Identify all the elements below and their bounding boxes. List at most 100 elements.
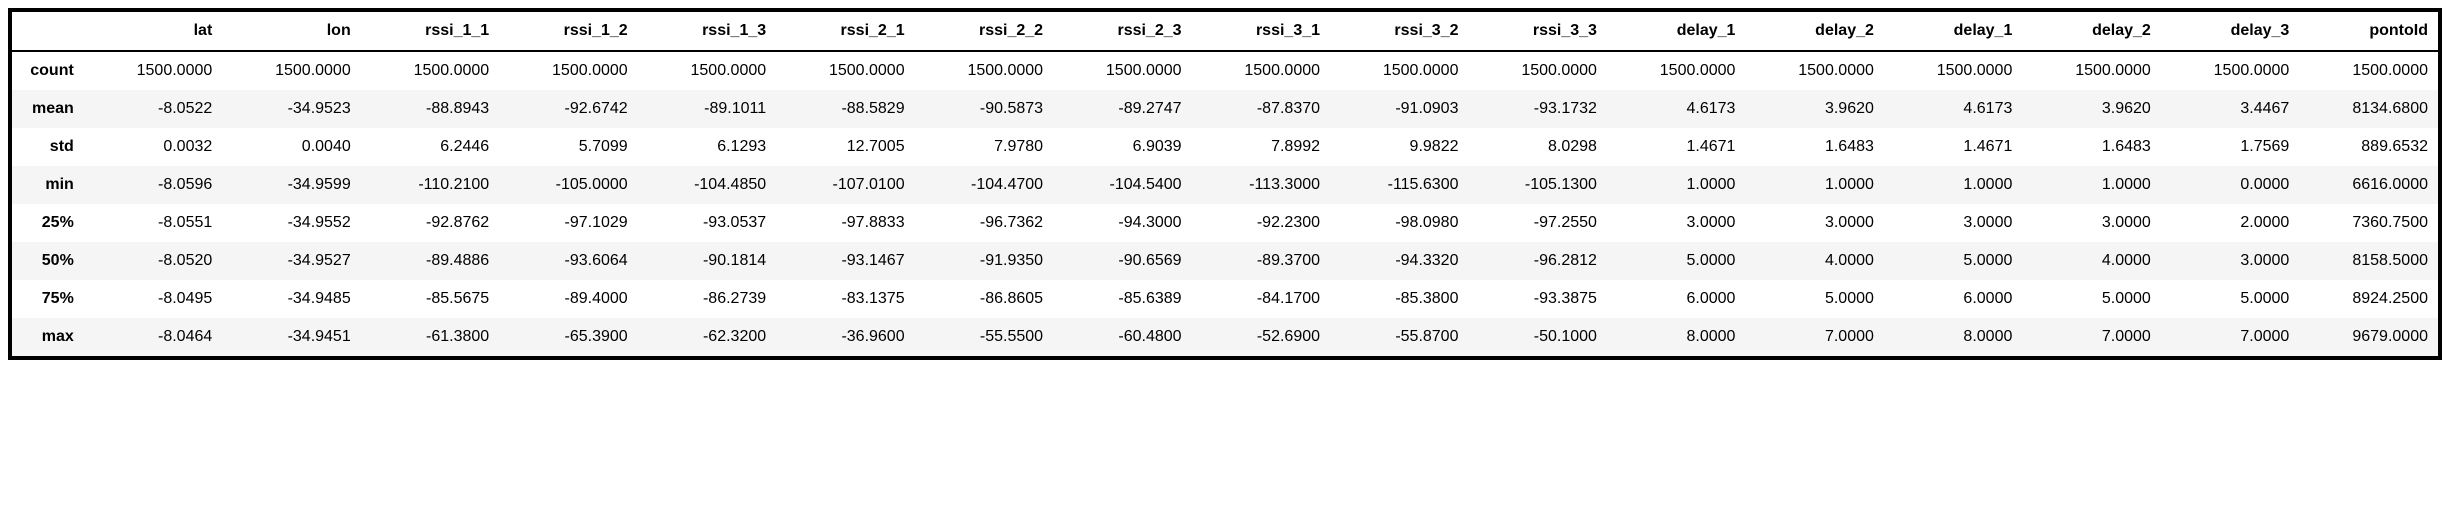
cell: -91.9350	[915, 242, 1053, 280]
cell: 1500.0000	[222, 51, 360, 90]
describe-table-frame: latlonrssi_1_1rssi_1_2rssi_1_3rssi_2_1rs…	[8, 8, 2442, 360]
cell: 0.0040	[222, 128, 360, 166]
col-header: delay_3	[2161, 12, 2299, 51]
cell: 8158.5000	[2299, 242, 2438, 280]
cell: -90.1814	[638, 242, 776, 280]
table-row: min-8.0596-34.9599-110.2100-105.0000-104…	[12, 166, 2438, 204]
cell: 8.0000	[1884, 318, 2022, 356]
cell: -93.0537	[638, 204, 776, 242]
cell: 1500.0000	[776, 51, 914, 90]
col-header: lon	[222, 12, 360, 51]
cell: -92.6742	[499, 90, 637, 128]
cell: -93.1467	[776, 242, 914, 280]
cell: -105.0000	[499, 166, 637, 204]
cell: 889.6532	[2299, 128, 2438, 166]
cell: -8.0495	[84, 280, 222, 318]
row-header: count	[12, 51, 84, 90]
cell: 1500.0000	[1330, 51, 1468, 90]
cell: 3.0000	[1745, 204, 1883, 242]
cell: -104.4700	[915, 166, 1053, 204]
cell: 3.0000	[2161, 242, 2299, 280]
cell: 6.9039	[1053, 128, 1191, 166]
row-header: min	[12, 166, 84, 204]
table-body: count1500.00001500.00001500.00001500.000…	[12, 51, 2438, 356]
cell: -92.2300	[1192, 204, 1330, 242]
col-header: rssi_2_2	[915, 12, 1053, 51]
row-header: std	[12, 128, 84, 166]
cell: 0.0032	[84, 128, 222, 166]
cell: 1.0000	[1745, 166, 1883, 204]
cell: -97.8833	[776, 204, 914, 242]
cell: 1.6483	[2022, 128, 2160, 166]
cell: -85.3800	[1330, 280, 1468, 318]
cell: 4.0000	[1745, 242, 1883, 280]
col-header: rssi_1_1	[361, 12, 499, 51]
cell: 1500.0000	[1192, 51, 1330, 90]
cell: 1500.0000	[2161, 51, 2299, 90]
cell: 3.4467	[2161, 90, 2299, 128]
cell: 8134.6800	[2299, 90, 2438, 128]
cell: 1500.0000	[2022, 51, 2160, 90]
cell: 6.0000	[1607, 280, 1745, 318]
table-row: count1500.00001500.00001500.00001500.000…	[12, 51, 2438, 90]
cell: 5.0000	[1745, 280, 1883, 318]
cell: 1.6483	[1745, 128, 1883, 166]
col-header: delay_1	[1607, 12, 1745, 51]
cell: 7.8992	[1192, 128, 1330, 166]
cell: 6616.0000	[2299, 166, 2438, 204]
cell: -93.1732	[1468, 90, 1606, 128]
cell: -94.3000	[1053, 204, 1191, 242]
table-row: 75%-8.0495-34.9485-85.5675-89.4000-86.27…	[12, 280, 2438, 318]
row-header: 50%	[12, 242, 84, 280]
row-header: max	[12, 318, 84, 356]
cell: 1500.0000	[499, 51, 637, 90]
row-header: mean	[12, 90, 84, 128]
cell: 7.9780	[915, 128, 1053, 166]
col-header: rssi_1_2	[499, 12, 637, 51]
cell: -90.6569	[1053, 242, 1191, 280]
describe-table: latlonrssi_1_1rssi_1_2rssi_1_3rssi_2_1rs…	[12, 12, 2438, 356]
cell: -85.5675	[361, 280, 499, 318]
cell: -34.9527	[222, 242, 360, 280]
cell: -60.4800	[1053, 318, 1191, 356]
cell: -88.5829	[776, 90, 914, 128]
col-header: delay_2	[2022, 12, 2160, 51]
cell: 1.0000	[1607, 166, 1745, 204]
cell: -110.2100	[361, 166, 499, 204]
cell: 1500.0000	[1468, 51, 1606, 90]
cell: -107.0100	[776, 166, 914, 204]
cell: -91.0903	[1330, 90, 1468, 128]
col-header: rssi_2_1	[776, 12, 914, 51]
cell: -89.4000	[499, 280, 637, 318]
cell: -93.6064	[499, 242, 637, 280]
cell: -89.3700	[1192, 242, 1330, 280]
cell: 3.9620	[1745, 90, 1883, 128]
cell: 2.0000	[2161, 204, 2299, 242]
cell: 1.4671	[1607, 128, 1745, 166]
cell: -34.9599	[222, 166, 360, 204]
cell: -8.0520	[84, 242, 222, 280]
cell: -55.8700	[1330, 318, 1468, 356]
cell: 1500.0000	[1053, 51, 1191, 90]
cell: -89.4886	[361, 242, 499, 280]
cell: -34.9523	[222, 90, 360, 128]
cell: -105.1300	[1468, 166, 1606, 204]
cell: -96.7362	[915, 204, 1053, 242]
cell: -55.5500	[915, 318, 1053, 356]
cell: 8.0000	[1607, 318, 1745, 356]
cell: -88.8943	[361, 90, 499, 128]
cell: 1500.0000	[915, 51, 1053, 90]
cell: 1500.0000	[361, 51, 499, 90]
cell: 3.0000	[2022, 204, 2160, 242]
col-header: rssi_3_3	[1468, 12, 1606, 51]
cell: 1500.0000	[84, 51, 222, 90]
table-row: std0.00320.00406.24465.70996.129312.7005…	[12, 128, 2438, 166]
cell: 9679.0000	[2299, 318, 2438, 356]
table-row: 25%-8.0551-34.9552-92.8762-97.1029-93.05…	[12, 204, 2438, 242]
cell: 6.2446	[361, 128, 499, 166]
cell: 3.9620	[2022, 90, 2160, 128]
col-header: rssi_3_2	[1330, 12, 1468, 51]
row-header: 25%	[12, 204, 84, 242]
cell: -89.1011	[638, 90, 776, 128]
cell: -93.3875	[1468, 280, 1606, 318]
